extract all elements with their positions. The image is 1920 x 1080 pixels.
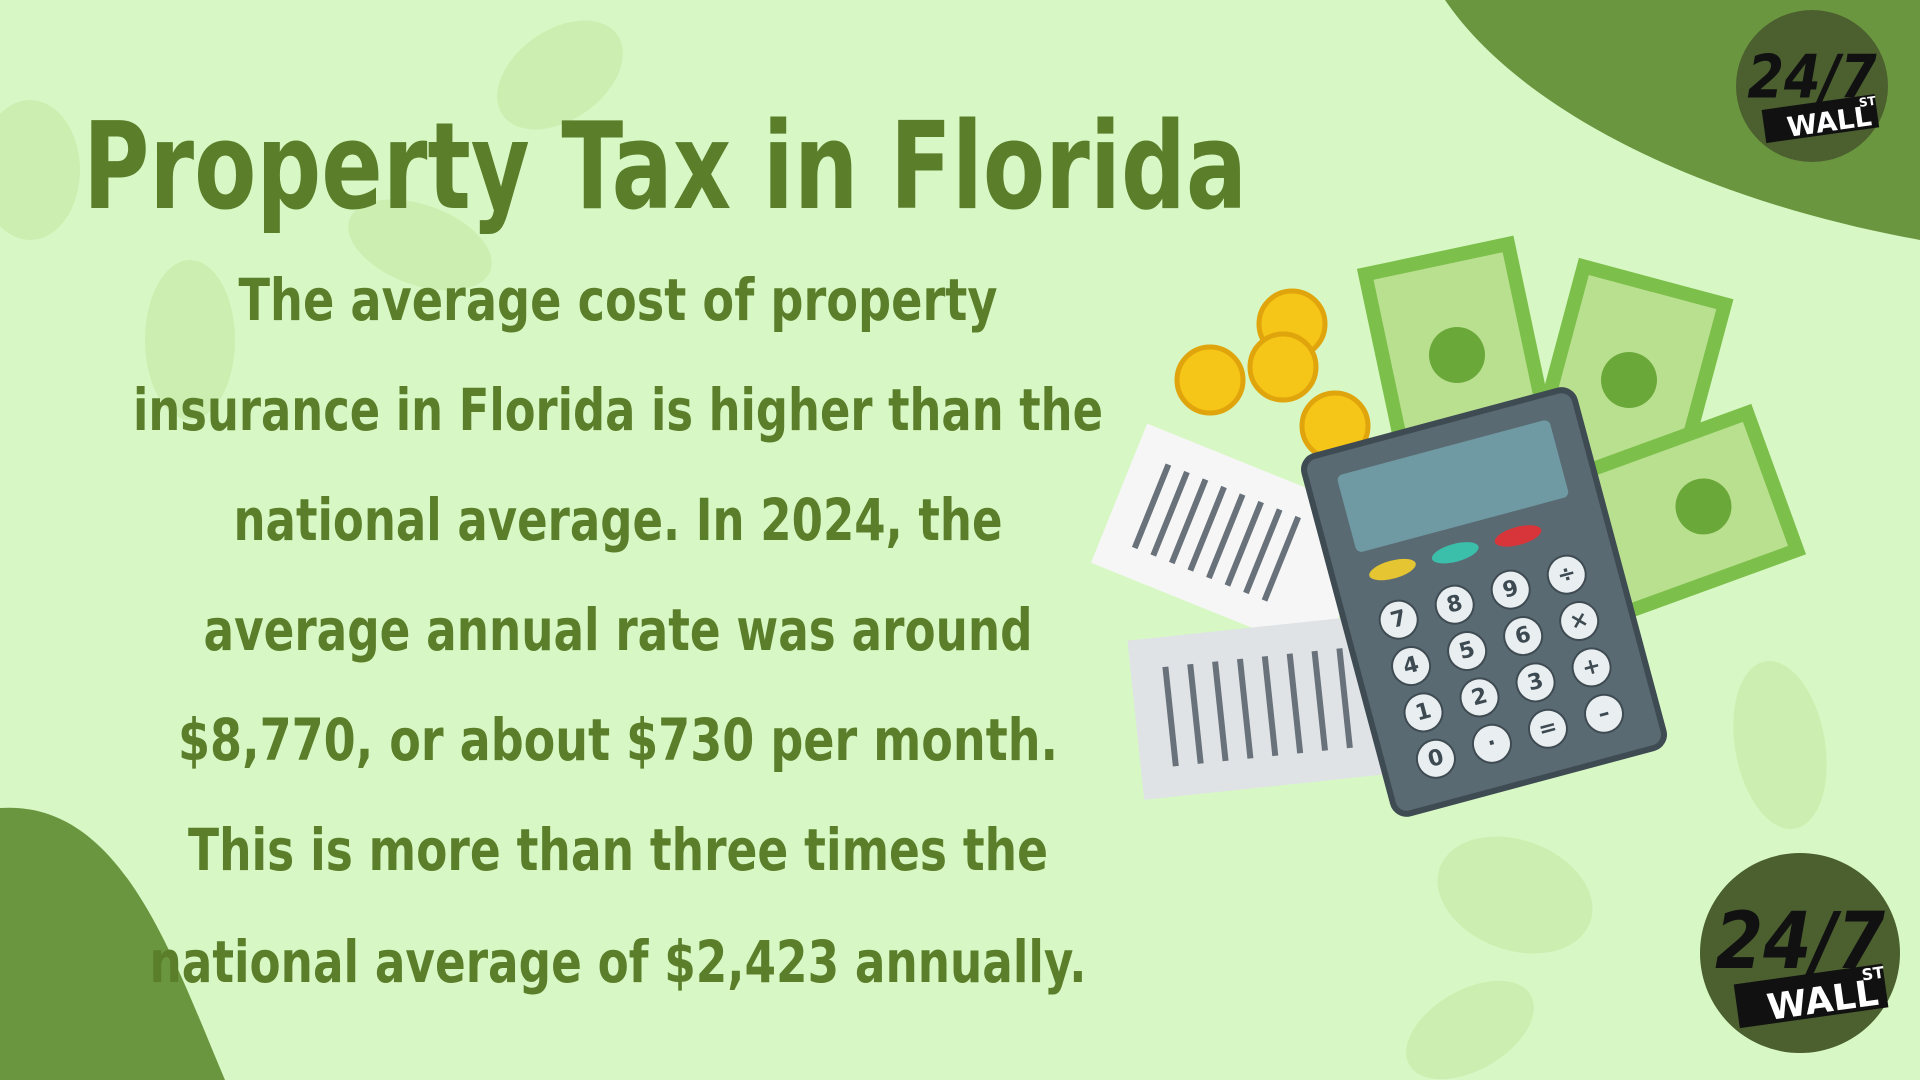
logo-banner [1761,94,1880,144]
calculator-key [1515,662,1556,703]
receipt [1091,423,1379,657]
body-line: $8,770, or about $730 per month. [178,706,1058,774]
body-line: average annual rate was around [204,596,1033,664]
background-coins [0,20,1827,1080]
calculator-key-label: 5 [1456,637,1477,665]
calculator-key [1571,647,1612,688]
calculator-key-label: 3 [1525,668,1546,696]
calculator-key [1559,601,1600,642]
calculator-key [1378,599,1419,640]
body-line: The average cost of property [239,266,998,334]
calculator-key [1403,692,1444,733]
title: Property Tax in Florida [83,98,1247,237]
calculator-key [1434,584,1475,625]
coins [1174,288,1371,462]
body-line: This is more than three times the [188,816,1048,884]
illustration: 789÷456×123+0·=– [1091,235,1807,817]
calculator-key [1527,708,1568,749]
body-line: national average. In 2024, the [234,486,1003,554]
body-text: The average cost of property insurance in… [133,266,1103,996]
body-line: insurance in Florida is higher than the [133,376,1103,444]
logo-suffix: ST [1860,963,1885,985]
calculator-key [1391,646,1432,687]
calculator-key [1459,677,1500,718]
calculator-key-label: 4 [1400,652,1421,680]
calculator-key-label: 9 [1500,576,1521,604]
calculator-key-label: 6 [1513,622,1534,650]
calculator-key-label: 1 [1413,698,1434,726]
calculator-key [1415,738,1456,779]
calculator-key [1584,693,1625,734]
calculator-key [1546,554,1587,595]
calculator-key [1447,631,1488,672]
calculator-key [1503,616,1544,657]
calculator-key-label: 2 [1469,683,1490,711]
logo-banner [1733,963,1889,1029]
body-line: national average of $2,423 annually. [150,928,1087,996]
calculator-key-label: 0 [1425,745,1446,773]
calculator-key-label: 7 [1388,606,1409,634]
calculator-key [1490,569,1531,610]
calculator: 789÷456×123+0·=– [1301,387,1667,817]
calculator-key [1471,723,1512,764]
calculator-key-label: 8 [1444,591,1465,619]
corner-shape [0,807,225,1080]
logo-suffix: ST [1858,94,1878,110]
